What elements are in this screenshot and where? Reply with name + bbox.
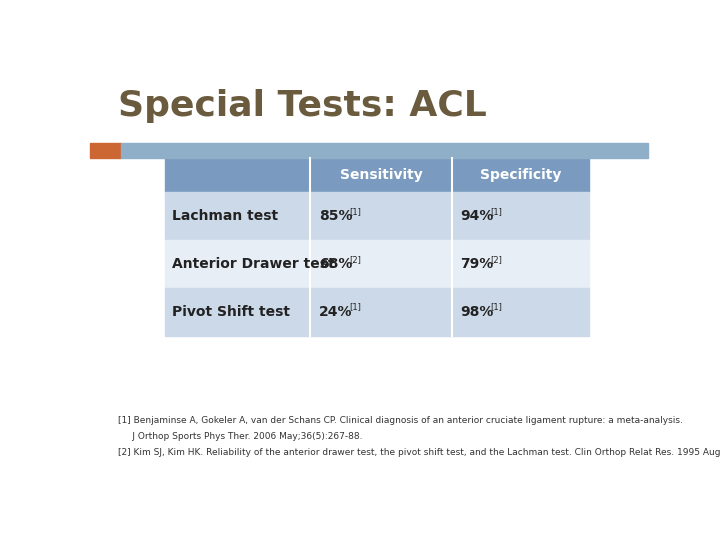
Text: 79%: 79% [460,257,493,271]
Bar [121,143,648,158]
Text: [1]: [1] [490,207,503,216]
Text: Anterior Drawer test: Anterior Drawer test [172,257,335,271]
Text: Sensitivity: Sensitivity [340,168,423,183]
Text: [1] Benjaminse A, Gokeler A, van der Schans CP. Clinical diagnosis of an anterio: [1] Benjaminse A, Gokeler A, van der Sch… [118,416,683,425]
Text: 68%: 68% [319,257,352,271]
Text: [1]: [1] [349,207,361,216]
Text: 24%: 24% [319,305,352,319]
Bar [166,240,590,288]
Text: Specificity: Specificity [480,168,561,183]
Text: Lachman test: Lachman test [172,210,278,224]
Text: Pivot Shift test: Pivot Shift test [172,305,290,319]
Bar [166,158,590,192]
Text: J Orthop Sports Phys Ther. 2006 May;36(5):267-88.: J Orthop Sports Phys Ther. 2006 May;36(5… [118,432,362,441]
Text: Special Tests: ACL: Special Tests: ACL [118,90,487,123]
Text: [2] Kim SJ, Kim HK. Reliability of the anterior drawer test, the pivot shift tes: [2] Kim SJ, Kim HK. Reliability of the a… [118,448,720,457]
Bar [166,192,590,240]
Text: [2]: [2] [349,255,361,264]
Bar [90,143,121,158]
Text: 98%: 98% [460,305,493,319]
Text: 94%: 94% [460,210,493,224]
Text: [1]: [1] [349,302,361,312]
Text: [2]: [2] [490,255,503,264]
Bar [166,288,590,336]
Text: [1]: [1] [490,302,503,312]
Text: 85%: 85% [319,210,352,224]
